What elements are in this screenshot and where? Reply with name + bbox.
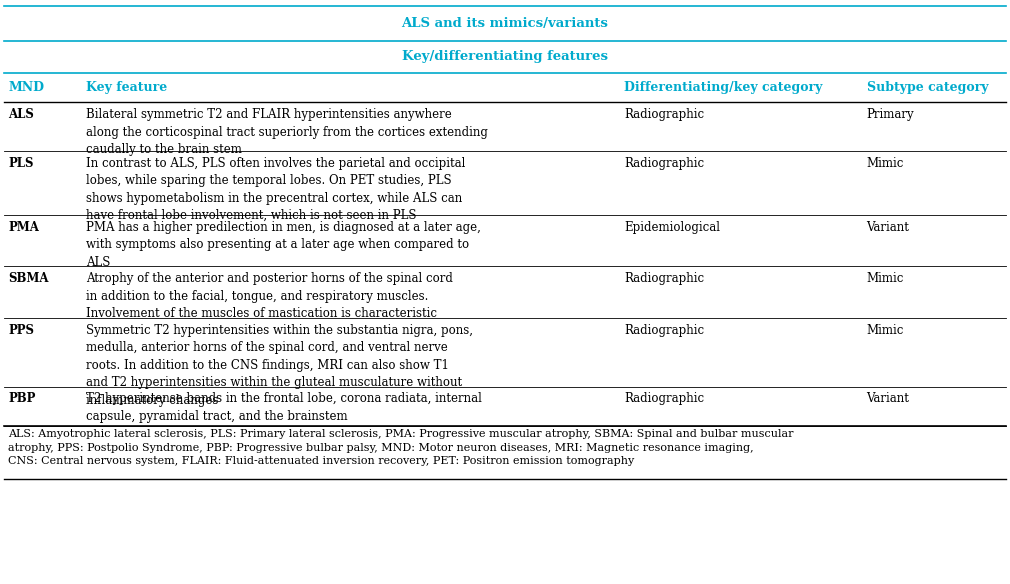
Text: Mimic: Mimic (867, 157, 904, 169)
Text: PBP: PBP (8, 392, 35, 405)
Text: SBMA: SBMA (8, 272, 48, 285)
Text: Bilateral symmetric T2 and FLAIR hyperintensities anywhere
along the corticospin: Bilateral symmetric T2 and FLAIR hyperin… (86, 108, 488, 156)
Text: Atrophy of the anterior and posterior horns of the spinal cord
in addition to th: Atrophy of the anterior and posterior ho… (86, 272, 452, 320)
Text: ALS and its mimics/variants: ALS and its mimics/variants (402, 17, 608, 30)
Text: Key feature: Key feature (86, 81, 167, 94)
Text: Subtype category: Subtype category (867, 81, 988, 94)
Text: Radiographic: Radiographic (624, 392, 704, 405)
Text: Symmetric T2 hyperintensities within the substantia nigra, pons,
medulla, anteri: Symmetric T2 hyperintensities within the… (86, 324, 473, 406)
Text: MND: MND (8, 81, 44, 94)
Text: PLS: PLS (8, 157, 33, 169)
Text: T2 hyperintense bands in the frontal lobe, corona radiata, internal
capsule, pyr: T2 hyperintense bands in the frontal lob… (86, 392, 482, 423)
Text: ALS: Amyotrophic lateral sclerosis, PLS: Primary lateral sclerosis, PMA: Progres: ALS: Amyotrophic lateral sclerosis, PLS:… (8, 429, 794, 467)
Text: Primary: Primary (867, 108, 914, 121)
Text: Variant: Variant (867, 392, 909, 405)
Text: In contrast to ALS, PLS often involves the parietal and occipital
lobes, while s: In contrast to ALS, PLS often involves t… (86, 157, 466, 222)
Text: Mimic: Mimic (867, 272, 904, 285)
Text: ALS: ALS (8, 108, 34, 121)
Text: PMA: PMA (8, 221, 39, 234)
Text: Epidemiological: Epidemiological (624, 221, 720, 234)
Text: PMA has a higher predilection in men, is diagnosed at a later age,
with symptoms: PMA has a higher predilection in men, is… (86, 221, 481, 269)
Text: Key/differentiating features: Key/differentiating features (402, 50, 608, 64)
Text: Differentiating/key category: Differentiating/key category (624, 81, 822, 94)
Text: Radiographic: Radiographic (624, 157, 704, 169)
Text: Radiographic: Radiographic (624, 108, 704, 121)
Text: Variant: Variant (867, 221, 909, 234)
Text: Mimic: Mimic (867, 324, 904, 336)
Text: PPS: PPS (8, 324, 34, 336)
Text: Radiographic: Radiographic (624, 324, 704, 336)
Text: Radiographic: Radiographic (624, 272, 704, 285)
